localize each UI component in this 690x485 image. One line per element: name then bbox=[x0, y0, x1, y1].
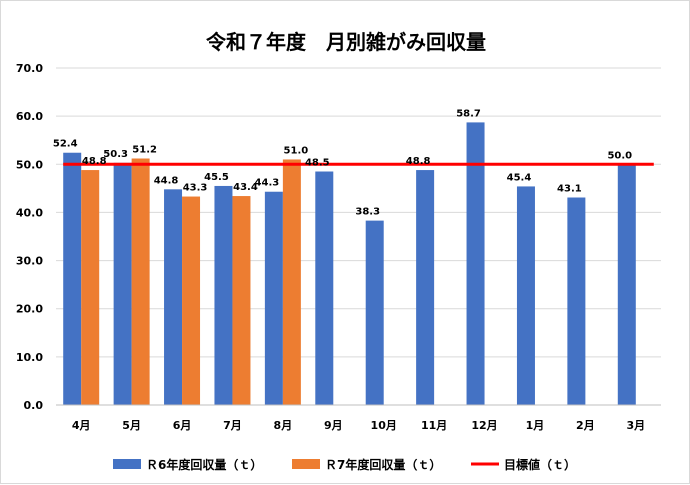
chart-title: 令和７年度 月別雑がみ回収量 bbox=[206, 30, 486, 54]
data-label-series-1: 45.4 bbox=[507, 172, 532, 183]
data-label-series-2: 43.4 bbox=[233, 182, 258, 193]
bar-series-1 bbox=[63, 152, 82, 405]
data-label-series-1: 43.1 bbox=[557, 184, 582, 195]
data-label-series-2: 51.2 bbox=[132, 145, 157, 156]
x-tick-label: 10月 bbox=[371, 419, 397, 432]
x-tick-label: 9月 bbox=[324, 419, 343, 432]
x-tick-label: 1月 bbox=[526, 419, 545, 432]
bar-series-2 bbox=[282, 159, 301, 405]
bar-series-1 bbox=[416, 170, 435, 405]
x-tick-label: 5月 bbox=[122, 419, 141, 432]
data-label-series-1: 48.8 bbox=[406, 156, 431, 167]
bar-series-2 bbox=[232, 196, 251, 405]
legend-swatch-series-1 bbox=[113, 459, 141, 469]
data-label-series-1: 44.8 bbox=[154, 175, 179, 186]
bar-series-1 bbox=[617, 164, 636, 405]
legend-swatch-series-2 bbox=[292, 459, 320, 469]
bar-series-1 bbox=[264, 191, 283, 405]
data-label-series-1: 38.3 bbox=[355, 207, 380, 218]
data-label-series-1: 50.3 bbox=[103, 149, 128, 160]
x-tick-label: 8月 bbox=[274, 419, 293, 432]
x-tick-label: 3月 bbox=[626, 419, 645, 432]
x-tick-label: 7月 bbox=[223, 419, 242, 432]
bar-series-2 bbox=[182, 196, 201, 405]
x-tick-label: 2月 bbox=[576, 419, 595, 432]
x-tick-label: 11月 bbox=[421, 419, 447, 432]
data-label-series-1: 58.7 bbox=[456, 108, 481, 119]
data-label-series-2: 48.8 bbox=[82, 156, 107, 167]
legend-label-series-2: Ｒ7年度回収量（ｔ） bbox=[325, 457, 441, 472]
y-tick-label: 0.0 bbox=[24, 399, 44, 412]
y-tick-label: 30.0 bbox=[16, 255, 43, 268]
bar-series-1 bbox=[567, 197, 586, 405]
x-tick-label: 12月 bbox=[471, 419, 497, 432]
data-label-series-2: 51.0 bbox=[284, 145, 309, 156]
x-tick-label: 6月 bbox=[173, 419, 192, 432]
bar-series-1 bbox=[113, 162, 132, 405]
y-tick-label: 10.0 bbox=[16, 351, 43, 364]
data-label-series-1: 50.0 bbox=[607, 150, 632, 161]
y-tick-label: 60.0 bbox=[16, 110, 43, 123]
bar-series-2 bbox=[81, 170, 100, 405]
data-label-series-2: 43.3 bbox=[183, 183, 208, 194]
data-label-series-1: 44.3 bbox=[255, 178, 280, 189]
bar-series-1 bbox=[365, 220, 384, 405]
legend: Ｒ6年度回収量（ｔ） Ｒ7年度回収量（ｔ） 目標値（ｔ） bbox=[113, 457, 576, 472]
bars-layer bbox=[63, 122, 636, 405]
bar-series-1 bbox=[214, 185, 233, 405]
bar-series-1 bbox=[466, 122, 485, 405]
axis-layer: 0.0 10.0 20.0 30.0 40.0 50.0 60.0 70.0 4月 5月 6月 7月 8… bbox=[16, 62, 661, 432]
data-label-series-1: 45.5 bbox=[204, 172, 229, 183]
labels-layer: 52.448.850.3 51.244.843.345.543.444.351.0… bbox=[53, 108, 632, 217]
data-label-series-1: 52.4 bbox=[53, 139, 78, 150]
y-tick-label: 40.0 bbox=[16, 206, 43, 219]
data-label-series-1: 48.5 bbox=[305, 158, 330, 169]
bar-series-2 bbox=[131, 158, 150, 405]
y-tick-label: 20.0 bbox=[16, 303, 43, 316]
bar-series-1 bbox=[315, 171, 334, 405]
legend-label-series-1: Ｒ6年度回収量（ｔ） bbox=[146, 457, 262, 472]
x-tick-label: 4月 bbox=[72, 419, 91, 432]
y-tick-label: 70.0 bbox=[16, 62, 43, 75]
bar-series-1 bbox=[164, 189, 183, 405]
y-tick-label: 50.0 bbox=[16, 158, 43, 171]
bar-series-1 bbox=[516, 186, 535, 405]
legend-label-target: 目標値（ｔ） bbox=[504, 457, 576, 472]
